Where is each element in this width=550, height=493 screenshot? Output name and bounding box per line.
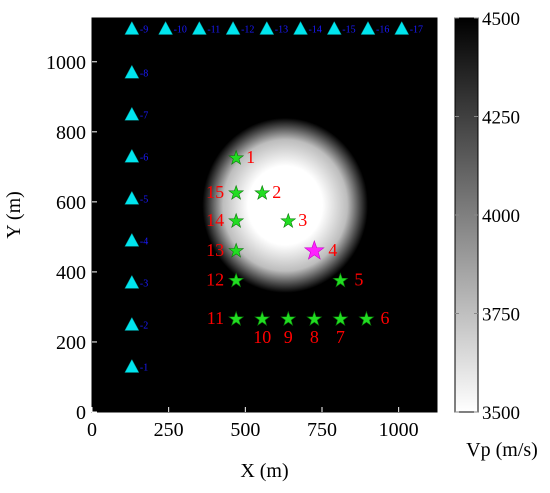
source-marker bbox=[332, 310, 349, 327]
source-label: 9 bbox=[284, 327, 293, 347]
receiver-marker bbox=[293, 20, 308, 35]
source-label: 5 bbox=[354, 270, 363, 290]
source-label: 15 bbox=[206, 182, 224, 202]
receiver-label: -10 bbox=[174, 25, 187, 36]
x-tick-label: 750 bbox=[307, 419, 337, 441]
receiver-marker bbox=[124, 274, 140, 289]
source-label: 2 bbox=[272, 182, 281, 202]
source-label: 6 bbox=[380, 308, 389, 328]
y-tick-label: 600 bbox=[56, 192, 86, 214]
receiver-label: -7 bbox=[140, 110, 148, 121]
plot-area: -1 -2 -3 -4 -5 -6 -7 -8 -9 -10 -11 -12 -13 -14 -15 -16 -… bbox=[91, 17, 438, 413]
source-label: 3 bbox=[298, 210, 307, 230]
plot-frame bbox=[91, 17, 438, 413]
receiver-label: -9 bbox=[140, 25, 148, 36]
receiver-marker bbox=[158, 20, 174, 35]
x-axis-label: X (m) bbox=[240, 460, 288, 482]
source-marker bbox=[254, 184, 271, 200]
colorbar-tick-label: 4500 bbox=[482, 9, 520, 30]
receiver-label: -14 bbox=[309, 25, 322, 36]
source-marker bbox=[228, 310, 245, 327]
source-marker bbox=[280, 310, 297, 327]
receiver-label: -12 bbox=[241, 25, 254, 36]
x-axis: 0 250 500 750 1000 bbox=[87, 407, 419, 441]
x-tick-label: 500 bbox=[230, 419, 260, 441]
source-marker bbox=[228, 149, 245, 165]
source-label: 7 bbox=[336, 327, 345, 347]
colorbar-tick-label: 4250 bbox=[482, 108, 520, 129]
colorbar-label: Vp (m/s) bbox=[466, 439, 538, 461]
receiver-label: -3 bbox=[140, 278, 148, 289]
y-axis-label: Y (m) bbox=[3, 191, 25, 239]
receiver-marker bbox=[225, 20, 241, 35]
receiver-marker bbox=[124, 64, 140, 79]
source-label: 10 bbox=[253, 327, 271, 347]
colorbar-ticks: 3500 3750 4000 4250 4500 bbox=[455, 9, 520, 424]
source-label: 1 bbox=[246, 147, 255, 167]
receiver-label: -5 bbox=[140, 194, 148, 205]
source-marker bbox=[228, 242, 245, 258]
y-tick-label: 0 bbox=[76, 402, 86, 424]
receiver-label: -6 bbox=[140, 152, 148, 163]
source-marker bbox=[254, 310, 271, 327]
receiver-marker bbox=[124, 316, 140, 331]
receiver-label: -16 bbox=[376, 25, 389, 36]
highlighted-source-marker bbox=[303, 239, 325, 260]
receiver-label: -17 bbox=[410, 25, 423, 36]
source-marker bbox=[228, 272, 245, 288]
receiver-marker bbox=[124, 20, 140, 35]
y-tick-label: 800 bbox=[56, 122, 86, 144]
source-label: 12 bbox=[206, 270, 224, 290]
source-marker bbox=[306, 310, 323, 327]
receiver-label: -4 bbox=[140, 236, 148, 247]
receivers-layer: -1 -2 -3 -4 -5 -6 -7 -8 -9 -10 -11 -12 -13 -14 -15 -16 -… bbox=[124, 20, 423, 373]
y-tick-label: 400 bbox=[56, 262, 86, 284]
source-marker bbox=[228, 184, 245, 200]
x-tick-label: 250 bbox=[154, 419, 184, 441]
source-marker bbox=[280, 212, 297, 228]
source-marker bbox=[358, 310, 375, 327]
source-marker bbox=[228, 212, 245, 228]
receiver-label: -1 bbox=[140, 362, 148, 373]
receiver-label: -8 bbox=[140, 68, 148, 79]
colorbar-tick-label: 4000 bbox=[482, 206, 520, 227]
colorbar-tick-label: 3750 bbox=[482, 305, 520, 326]
source-marker bbox=[332, 272, 349, 288]
source-label: 13 bbox=[206, 240, 224, 260]
receiver-marker bbox=[191, 20, 207, 35]
receiver-marker bbox=[124, 106, 140, 121]
y-tick-label: 1000 bbox=[46, 52, 86, 74]
receiver-marker bbox=[124, 358, 140, 373]
receiver-marker bbox=[259, 20, 275, 35]
receiver-marker bbox=[326, 20, 342, 35]
receiver-marker bbox=[394, 20, 410, 35]
colorbar-tick-label: 3500 bbox=[482, 403, 520, 424]
receiver-marker bbox=[360, 20, 376, 35]
receiver-marker bbox=[124, 232, 140, 247]
receiver-label: -11 bbox=[207, 25, 220, 36]
receiver-label: -15 bbox=[342, 25, 355, 36]
source-label: 8 bbox=[310, 327, 319, 347]
x-tick-label: 0 bbox=[87, 419, 97, 441]
source-label: 11 bbox=[207, 308, 224, 328]
source-label: 4 bbox=[328, 240, 337, 260]
source-label: 14 bbox=[206, 210, 224, 230]
receiver-label: -13 bbox=[275, 25, 288, 36]
receiver-marker bbox=[124, 148, 140, 163]
low-velocity-anomaly bbox=[202, 117, 368, 293]
receiver-label: -2 bbox=[140, 320, 148, 331]
receiver-marker bbox=[124, 190, 140, 205]
colorbar: 3500 3750 4000 4250 4500 Vp (m/s) bbox=[454, 9, 538, 461]
y-axis: 0 200 400 600 800 1000 bbox=[46, 52, 97, 424]
x-tick-label: 1000 bbox=[379, 419, 419, 441]
y-tick-label: 200 bbox=[56, 332, 86, 354]
